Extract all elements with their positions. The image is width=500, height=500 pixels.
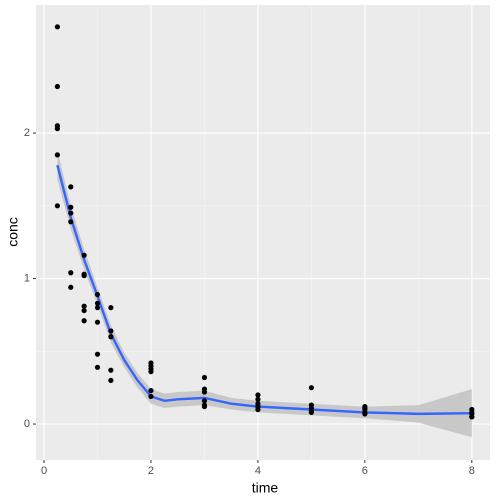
point: [308, 409, 314, 416]
x-tick-label: 2: [148, 465, 154, 477]
point: [94, 305, 101, 311]
panel: [36, 5, 490, 460]
point: [94, 319, 101, 325]
x-tick-label: 8: [469, 465, 475, 477]
point: [68, 204, 74, 210]
x-tick-label: 6: [362, 465, 368, 477]
point: [108, 328, 114, 334]
point: [201, 389, 208, 395]
confidence-band: [57, 150, 472, 438]
smooth-line: [56, 164, 472, 416]
point: [68, 210, 74, 216]
x-tick-label: 4: [255, 465, 261, 477]
point: [81, 303, 87, 309]
point: [469, 414, 475, 420]
point: [201, 374, 208, 381]
point: [148, 369, 154, 375]
point: [54, 126, 60, 132]
y-tick-label: 0: [24, 418, 30, 430]
y-tick-label: 1: [24, 272, 30, 284]
x-tick-label: 0: [41, 465, 47, 477]
point: [255, 396, 261, 402]
y-axis-title: conc: [5, 217, 21, 247]
point: [54, 24, 60, 30]
point: [68, 219, 74, 225]
point: [81, 252, 87, 258]
point: [81, 318, 87, 324]
point: [201, 398, 208, 404]
point: [81, 273, 87, 279]
point: [94, 291, 101, 298]
point: [54, 152, 60, 158]
point: [94, 300, 101, 306]
point: [68, 184, 74, 190]
point: [108, 367, 114, 373]
point: [148, 387, 154, 394]
point: [308, 385, 314, 391]
point: [201, 403, 208, 410]
point: [255, 392, 261, 398]
y-tick-label: 2: [24, 127, 30, 139]
point: [94, 351, 101, 357]
point: [81, 307, 87, 314]
point: [362, 411, 368, 417]
point: [255, 406, 261, 413]
point: [108, 305, 114, 311]
point: [54, 203, 60, 209]
point: [108, 377, 114, 384]
point: [94, 364, 101, 370]
point: [148, 393, 154, 400]
point: [54, 83, 60, 90]
point: [68, 284, 74, 290]
point: [68, 270, 74, 276]
x-axis-title: time: [252, 480, 279, 496]
point: [108, 334, 114, 340]
